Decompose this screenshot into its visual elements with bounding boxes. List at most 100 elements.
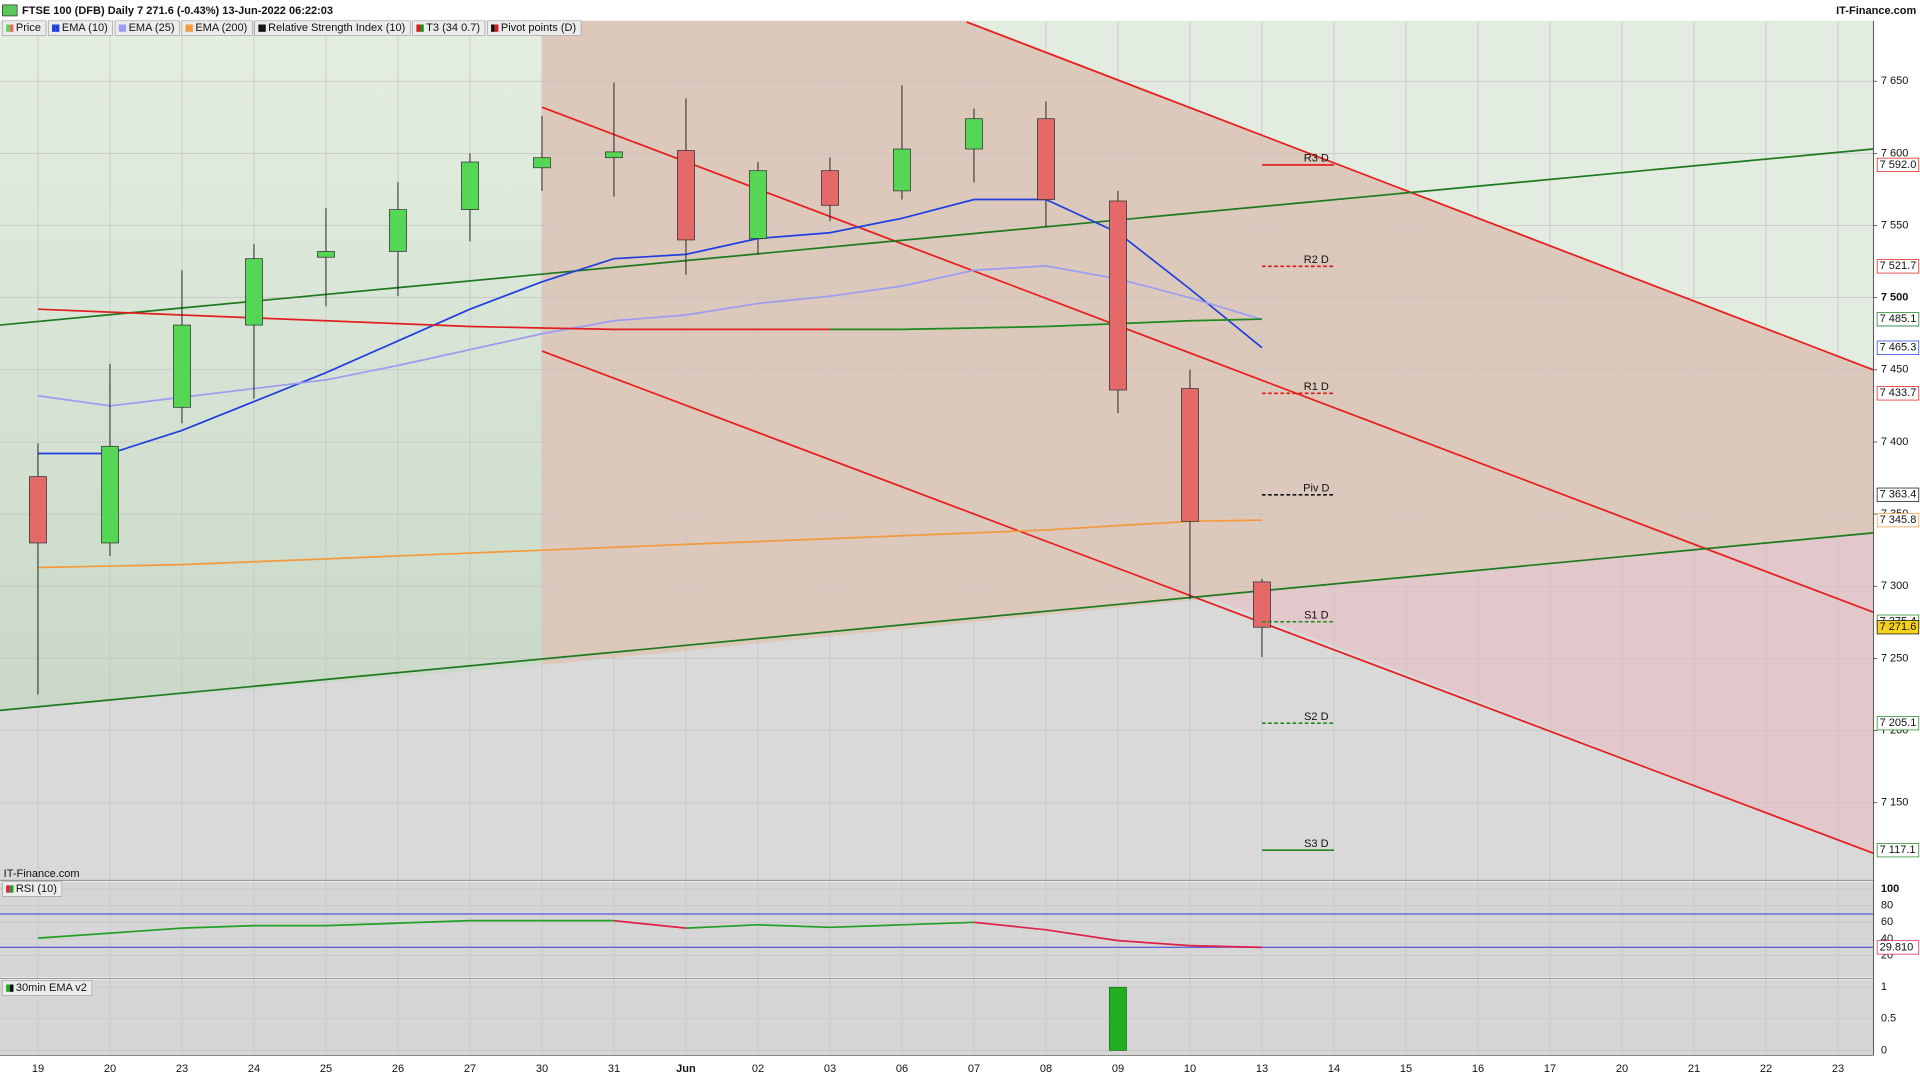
y-tick-label: 7 250 [1881,652,1909,664]
legend-swatch [258,24,263,32]
series-line [37,519,1262,569]
series-segment [397,919,470,925]
legend-swatch [262,24,266,32]
ema-panel [0,979,1874,1056]
legend-swatch [189,24,193,32]
x-tick-label: 15 [1400,1063,1412,1075]
x-tick-label: 26 [392,1063,404,1075]
price-box-label: 7 485.1 [1880,313,1917,325]
panel-label-box [114,20,180,36]
price-box-label: 7 345.8 [1880,514,1917,526]
candle-body [677,150,695,241]
panel-label-box [2,980,93,996]
watermark: IT-Finance.com [4,868,80,880]
legend-swatch [494,24,499,32]
legend-swatch [6,885,10,893]
panel-label-box [254,20,411,36]
x-axis-bg [0,1055,1920,1080]
x-tick-label: 10 [1184,1063,1196,1075]
x-tick-label: 13 [1256,1063,1268,1075]
candle-body [1181,388,1199,522]
series-segment [181,924,254,929]
trendline [0,148,1874,326]
x-tick-label: 16 [1472,1063,1484,1075]
legend-swatch [118,24,123,32]
chart-title: FTSE 100 (DFB) Daily 7 271.6 (-0.43%) 13… [22,5,333,17]
y-tick-label: 60 [1881,916,1893,928]
x-tick-label: 23 [176,1063,188,1075]
candle-body [821,170,839,206]
y-tick-label: 7 400 [1881,436,1909,448]
y-tick-label: 0 [1881,1044,1887,1056]
price-box-label: 7 117.1 [1880,844,1916,856]
x-tick-label: 09 [1112,1063,1124,1075]
price-box [1876,843,1920,858]
x-tick-label: 06 [896,1063,908,1075]
x-tick-label: 19 [32,1063,44,1075]
series-segment [973,921,1047,931]
price-box [1876,620,1920,635]
y-tick-label: 0.5 [1881,1013,1896,1025]
y-tick-label: 7 450 [1881,364,1909,376]
x-tick-label: 31 [608,1063,620,1075]
zone-pink [1190,532,1874,854]
series-segment [1117,319,1190,325]
series-segment [685,923,758,929]
series-segment [109,311,182,316]
series-segment [397,322,470,328]
price-box [1876,312,1920,327]
price-box [1876,386,1920,401]
candle-body [605,151,623,159]
panel-label: Pivot points (D) [501,22,576,34]
price-box [1876,487,1920,502]
candle-body [965,118,983,150]
x-tick-label: 20 [104,1063,116,1075]
pivot-label: Piv D [1303,483,1329,495]
source: IT-Finance.com [1836,5,1916,17]
trendline [0,532,1874,712]
pivot-label: S3 D [1304,838,1329,850]
panel-label: EMA (10) [62,22,108,34]
bar [1109,986,1127,1051]
legend-swatch [420,24,424,32]
legend-swatch [55,24,60,32]
price-box [1876,716,1920,731]
panel-label-box [412,20,486,36]
price-box-label: 7 363.4 [1880,489,1917,501]
pivot-label: R2 D [1304,254,1329,266]
candle-body [1037,118,1055,200]
series-segment [973,325,1046,329]
y-tick-label: 1 [1881,981,1887,993]
series-segment [1189,318,1262,322]
candle-body [245,258,263,326]
x-tick-label: 21 [1688,1063,1700,1075]
y-tick-label: 7 500 [1881,292,1909,304]
y-tick-label: 7 550 [1881,219,1909,231]
legend-swatch [52,24,56,32]
series-segment [829,923,902,929]
pivot-label: R1 D [1304,381,1329,393]
candle-body [893,148,911,192]
legend-swatch [6,24,10,32]
panel-label-box [487,20,582,36]
x-tick-label: 22 [1760,1063,1772,1075]
rsi-panel [0,881,1874,978]
panel-label: EMA (25) [129,22,175,34]
x-tick-label: 25 [320,1063,332,1075]
price-box [1876,259,1920,274]
y-tick-label: 7 650 [1881,75,1909,87]
series-segment [1117,939,1191,947]
panel-label: 30min EMA v2 [16,982,87,994]
legend-swatch [491,24,495,32]
price-box-label: 7 465.3 [1880,342,1917,354]
price-box-label: 7 271.6 [1880,621,1917,633]
legend-swatch [9,885,14,893]
x-tick-label: 17 [1544,1063,1556,1075]
candle-body [533,157,551,169]
series-segment [757,923,830,929]
price-box [1876,340,1920,355]
series-segment [901,327,974,331]
series-segment [181,314,254,319]
series-segment [1045,928,1119,942]
